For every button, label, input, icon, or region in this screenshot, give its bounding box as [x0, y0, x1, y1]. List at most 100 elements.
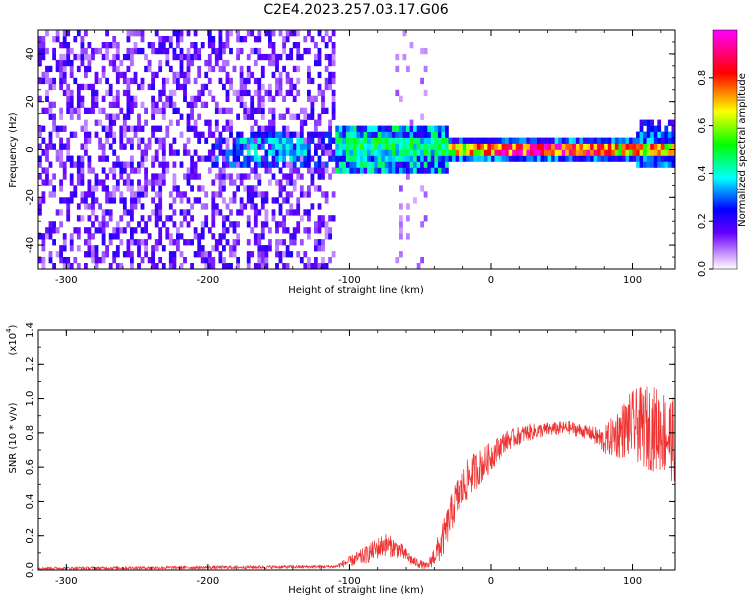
spectrogram-cell: [260, 95, 265, 102]
spectrogram-cell: [282, 137, 286, 144]
spectrogram-cell: [476, 137, 481, 144]
spectrogram-cell: [69, 59, 74, 67]
spectrogram-cell: [246, 215, 251, 222]
spectrogram-cell: [119, 167, 124, 174]
spectrogram-cell: [307, 263, 311, 269]
spectrogram-cell: [257, 239, 262, 246]
spectrogram-cell: [469, 155, 474, 162]
spectrogram-cell: [158, 185, 163, 192]
spectrogram-cell: [402, 53, 407, 61]
spectrogram-cell: [253, 263, 258, 269]
spectrogram-cell: [105, 185, 109, 192]
spectrogram-cell: [349, 155, 354, 162]
spectrogram-cell: [268, 227, 272, 234]
spectrogram-cell: [140, 239, 145, 246]
spectrogram-cell: [161, 245, 166, 252]
spectrogram-cell: [165, 215, 170, 222]
spectrogram-cell: [243, 77, 248, 85]
spectrogram-cell: [165, 77, 170, 85]
spectrogram-cell: [282, 221, 286, 228]
spectrogram-cell: [402, 137, 407, 144]
spectrogram-cell: [303, 191, 308, 198]
spectrogram-cell: [395, 65, 400, 73]
spectrogram-cell: [501, 137, 506, 144]
spectrogram-cell: [66, 149, 71, 156]
spectrogram-cell: [94, 257, 99, 264]
spectrogram-cell: [253, 59, 258, 67]
spectrogram-cell: [115, 95, 120, 102]
spectrogram-cell: [218, 179, 223, 186]
spectrogram-cell: [211, 257, 216, 264]
spectrogram-cell: [544, 137, 548, 144]
spectrogram-cell: [299, 149, 304, 156]
spectrogram-cell: [321, 143, 325, 150]
spectrogram-cell: [112, 185, 117, 192]
spectrogram-cell: [69, 233, 74, 240]
spectrogram-cell: [119, 161, 124, 168]
spectrogram-cell: [232, 191, 237, 198]
spectrogram-cell: [207, 167, 212, 174]
spectrogram-cell: [522, 149, 527, 156]
spectrogram-cell: [402, 161, 407, 168]
spectrogram-cell: [236, 233, 240, 240]
spectrogram-cell: [551, 137, 555, 144]
spectrogram-cell: [289, 113, 294, 120]
spectrogram-cell: [69, 197, 74, 204]
spectrogram-cell: [130, 203, 134, 210]
spectrogram-cell: [632, 155, 637, 162]
spectrogram-cell: [87, 191, 92, 198]
spectrogram-cell: [285, 251, 290, 258]
spectrogram-cell: [307, 131, 311, 138]
spectrogram-cell: [282, 95, 286, 102]
spectrogram-cell: [246, 30, 251, 37]
spectrogram-cell: [158, 125, 163, 132]
spectrogram-cell: [292, 42, 297, 49]
spectrogram-cell: [604, 149, 608, 156]
spectrogram-cell: [384, 125, 389, 132]
spectrogram-cell: [112, 113, 117, 120]
spectrogram-cell: [229, 125, 233, 132]
spectrogram-cell: [381, 161, 386, 168]
spectrogram-cell: [296, 227, 301, 234]
spectrogram-cell: [434, 155, 439, 162]
spectrogram-cell: [307, 143, 311, 150]
spectrogram-cell: [409, 119, 414, 126]
spectrogram-cell: [222, 245, 226, 252]
spectrogram-cell: [250, 113, 255, 120]
spectrogram-cell: [423, 47, 428, 55]
spectrogram-cell: [646, 137, 651, 144]
spectrogram-cell: [650, 161, 654, 168]
spectrogram-cell: [526, 149, 531, 156]
spectrogram-cell: [229, 173, 233, 180]
spectrogram-cell: [161, 155, 166, 162]
spectrogram-cell: [629, 149, 633, 156]
spectrogram-cell: [236, 131, 240, 138]
spectrogram-cell: [406, 167, 410, 174]
spectrogram-cell: [62, 263, 67, 269]
spectrogram-cell: [307, 65, 311, 73]
spectrogram-cell: [250, 131, 255, 138]
spectrogram-cell: [190, 239, 194, 246]
spectrogram-cell: [579, 155, 584, 162]
spectrogram-cell: [130, 239, 134, 246]
spectrogram-cell: [225, 42, 230, 49]
spectrogram-cell: [158, 197, 163, 204]
spectrogram-cell: [335, 149, 340, 156]
spectrogram-cell: [268, 53, 272, 61]
spectrogram-cell: [494, 155, 499, 162]
spectrogram-cell: [126, 95, 131, 102]
spectrogram-cell: [62, 71, 67, 79]
spectrogram-cell: [214, 59, 219, 67]
spectrogram-cell: [310, 203, 315, 210]
spectrogram-cell: [586, 155, 591, 162]
spectrogram-cell: [130, 77, 134, 85]
spectrogram-cell: [190, 113, 194, 120]
spectrogram-cell: [59, 113, 63, 120]
spectrogram-cell: [264, 215, 269, 222]
spectrogram-cell: [437, 161, 442, 168]
spectrogram-cell: [211, 233, 216, 240]
spectrogram-cell: [66, 203, 71, 210]
spectrogram-cell: [59, 107, 63, 114]
spectrogram-cell: [505, 149, 509, 156]
spectrogram-cell: [437, 137, 442, 144]
